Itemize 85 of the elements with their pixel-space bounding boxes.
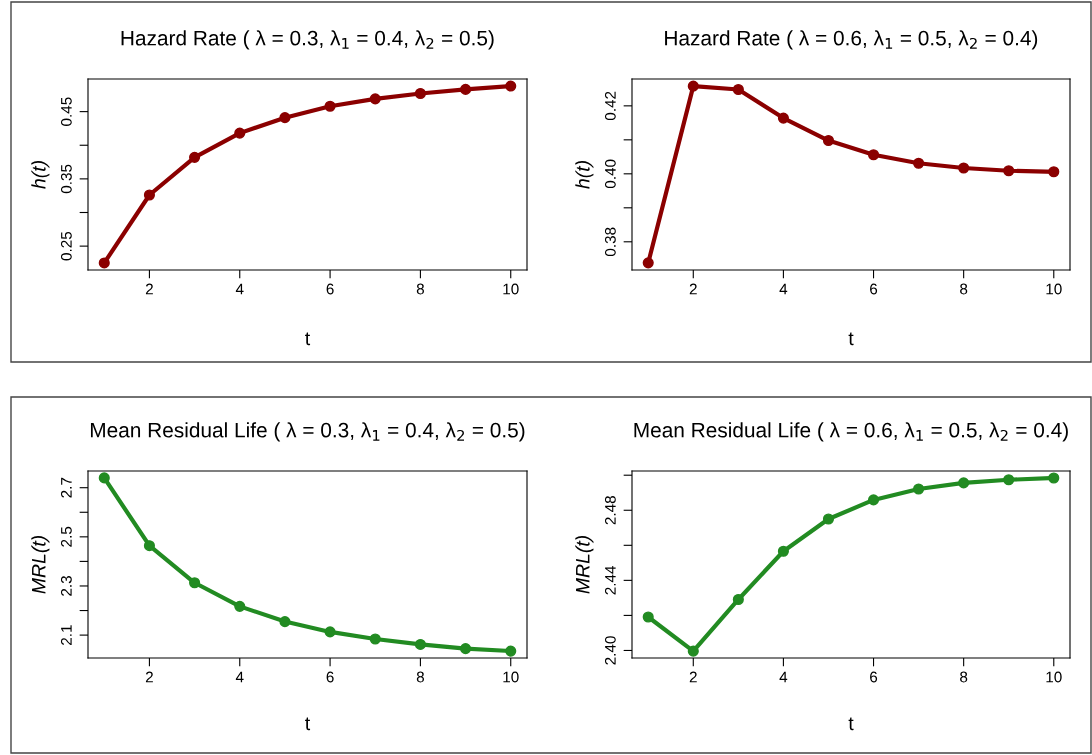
- x-axis-title: t: [305, 332, 311, 346]
- y-tick-label: 2.5: [60, 526, 72, 547]
- point: [777, 545, 789, 557]
- point: [732, 83, 744, 96]
- x-tick-label: 10: [503, 283, 519, 295]
- x-axis-title: t: [848, 332, 854, 346]
- x-axis-title: t: [848, 717, 854, 731]
- point: [324, 626, 336, 638]
- x-tick-label: 6: [326, 283, 334, 295]
- point: [414, 638, 426, 650]
- y-tick-label: 2.7: [60, 477, 72, 498]
- y-tick-label: 2.3: [60, 576, 72, 596]
- point: [414, 87, 426, 100]
- y-tick-label: 0.40: [604, 159, 616, 189]
- point: [642, 611, 654, 623]
- chart-title: Mean Residual Life ( λ = 0.6, λ$_{1}$ = 0.5, λ$_{2}$ = 0.4): [634, 422, 1068, 442]
- y-tick-label: 2.40: [604, 636, 616, 665]
- y-tick-label: 2.1: [60, 625, 72, 645]
- point: [234, 127, 246, 139]
- point: [189, 577, 201, 589]
- point: [143, 540, 155, 552]
- y-tick-label: 2.48: [604, 496, 616, 525]
- x-tick-label: 8: [960, 671, 968, 683]
- chart-title: Hazard Rate ( λ = 0.6, λ$_{1}$ = 0.5, λ$_{2}$ = 0.4): [665, 30, 1038, 50]
- y-tick-label: 0.45: [60, 97, 72, 126]
- point: [642, 257, 654, 269]
- point: [1048, 166, 1060, 178]
- point: [913, 483, 925, 495]
- y-axis-title: MRL(t): [31, 535, 50, 594]
- point: [822, 134, 835, 147]
- point: [777, 112, 789, 124]
- x-tick-label: 4: [235, 283, 244, 295]
- point: [369, 93, 381, 105]
- point: [687, 80, 699, 92]
- x-tick-label: 8: [416, 671, 424, 683]
- point: [143, 189, 155, 201]
- point: [867, 494, 880, 506]
- point: [98, 472, 110, 484]
- x-tick-label: 4: [235, 671, 244, 683]
- point: [958, 477, 970, 489]
- y-tick-label: 0.35: [60, 164, 72, 194]
- point: [1003, 165, 1015, 177]
- x-tick-label: 10: [503, 671, 519, 683]
- y-tick-label: 0.25: [60, 231, 72, 261]
- x-axis-title: t: [305, 717, 311, 731]
- point: [234, 600, 246, 612]
- y-tick-label: 2.44: [604, 565, 616, 595]
- chart-title: Hazard Rate ( λ = 0.3, λ$_{1}$ = 0.4, λ$_{2}$ = 0.5): [121, 30, 494, 50]
- x-tick-label: 8: [416, 283, 424, 295]
- point: [460, 643, 472, 655]
- x-tick-label: 4: [779, 283, 788, 295]
- x-tick-label: 6: [870, 283, 878, 295]
- point: [867, 149, 880, 161]
- point: [279, 112, 291, 124]
- y-tick-label: 0.42: [604, 91, 616, 121]
- point: [732, 593, 744, 606]
- point: [460, 83, 472, 95]
- y-axis-title: MRL(t): [575, 535, 594, 594]
- point: [279, 616, 291, 628]
- point: [1048, 472, 1060, 484]
- x-tick-label: 10: [1046, 283, 1062, 295]
- x-tick-label: 6: [326, 671, 334, 683]
- y-axis-title: h(t): [575, 161, 594, 189]
- x-tick-label: 4: [779, 671, 788, 683]
- point: [324, 100, 336, 112]
- point: [687, 645, 699, 657]
- point: [913, 157, 925, 169]
- x-tick-label: 10: [1046, 671, 1062, 683]
- x-tick-label: 2: [689, 671, 697, 683]
- x-tick-label: 2: [145, 671, 153, 683]
- x-tick-label: 2: [689, 283, 697, 295]
- point: [958, 162, 970, 174]
- y-tick-label: 0.38: [604, 227, 616, 257]
- y-axis-title: h(t): [31, 161, 50, 189]
- point: [189, 151, 201, 163]
- x-tick-label: 2: [145, 283, 153, 295]
- point: [98, 257, 110, 269]
- x-tick-label: 8: [960, 283, 968, 295]
- point: [369, 633, 381, 645]
- point: [505, 80, 517, 92]
- point: [822, 513, 835, 525]
- x-tick-label: 6: [870, 671, 878, 683]
- point: [505, 645, 517, 657]
- chart-title: Mean Residual Life ( λ = 0.3, λ$_{1}$ = 0.4, λ$_{2}$ = 0.5): [90, 422, 525, 442]
- point: [1003, 474, 1015, 486]
